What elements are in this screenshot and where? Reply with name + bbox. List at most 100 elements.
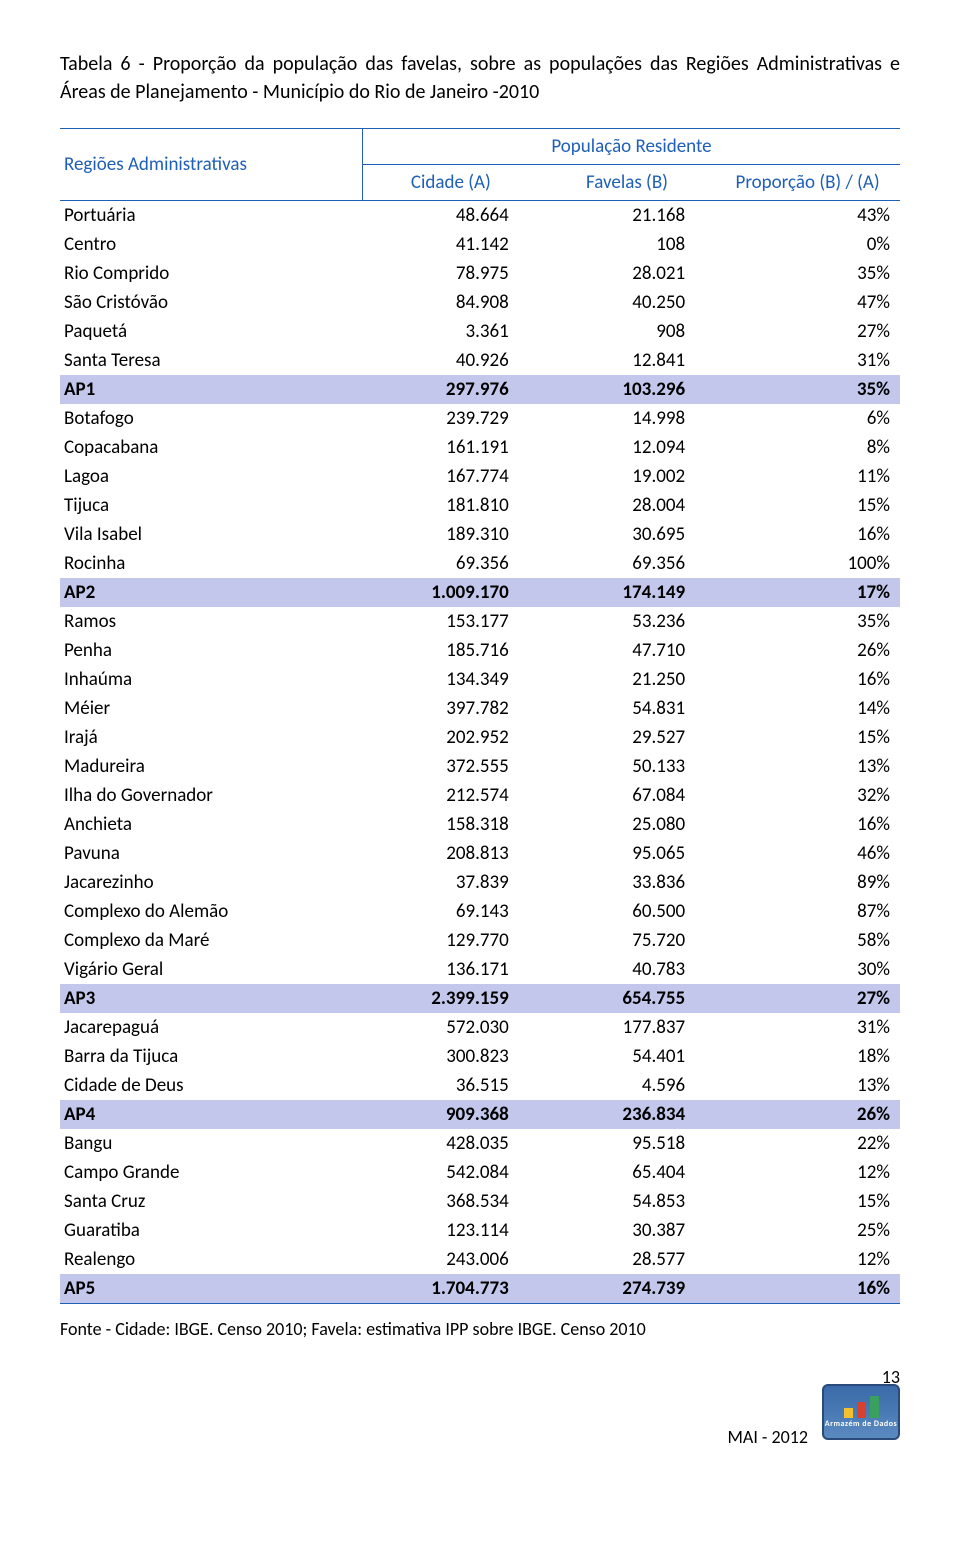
cell-favelas: 108 [539, 230, 715, 259]
cell-proporcao: 16% [715, 1274, 900, 1304]
cell-region: Guaratiba [60, 1216, 362, 1245]
table-row: Lagoa167.77419.00211% [60, 462, 900, 491]
header-col-c: Proporção (B) / (A) [715, 165, 900, 201]
cell-favelas: 274.739 [539, 1274, 715, 1304]
cell-proporcao: 46% [715, 839, 900, 868]
cell-favelas: 40.783 [539, 955, 715, 984]
cell-proporcao: 43% [715, 201, 900, 231]
cell-proporcao: 13% [715, 1071, 900, 1100]
cell-favelas: 908 [539, 317, 715, 346]
cell-proporcao: 11% [715, 462, 900, 491]
table-row: Bangu428.03595.51822% [60, 1129, 900, 1158]
cell-region: AP2 [60, 578, 362, 607]
cell-region: Ramos [60, 607, 362, 636]
cell-proporcao: 25% [715, 1216, 900, 1245]
table-row: Méier397.78254.83114% [60, 694, 900, 723]
cell-region: Tijuca [60, 491, 362, 520]
cell-cidade: 909.368 [362, 1100, 538, 1129]
header-col-b: Favelas (B) [539, 165, 715, 201]
table-row: Santa Cruz368.53454.85315% [60, 1187, 900, 1216]
cell-region: Ilha do Governador [60, 781, 362, 810]
cell-cidade: 48.664 [362, 201, 538, 231]
cell-region: Santa Cruz [60, 1187, 362, 1216]
cell-proporcao: 16% [715, 665, 900, 694]
table-row: Pavuna208.81395.06546% [60, 839, 900, 868]
cell-proporcao: 12% [715, 1158, 900, 1187]
cell-cidade: 69.356 [362, 549, 538, 578]
cell-region: Complexo do Alemão [60, 897, 362, 926]
cell-cidade: 185.716 [362, 636, 538, 665]
cell-cidade: 372.555 [362, 752, 538, 781]
cell-cidade: 181.810 [362, 491, 538, 520]
cell-proporcao: 100% [715, 549, 900, 578]
cell-proporcao: 26% [715, 1100, 900, 1129]
table-body: Portuária48.66421.16843%Centro41.1421080… [60, 201, 900, 1304]
table-row: Irajá202.95229.52715% [60, 723, 900, 752]
cell-proporcao: 15% [715, 491, 900, 520]
cell-region: AP3 [60, 984, 362, 1013]
cell-region: AP4 [60, 1100, 362, 1129]
cell-favelas: 12.841 [539, 346, 715, 375]
table-row: Vigário Geral136.17140.78330% [60, 955, 900, 984]
cell-cidade: 243.006 [362, 1245, 538, 1274]
cell-proporcao: 87% [715, 897, 900, 926]
table-row: Vila Isabel189.31030.69516% [60, 520, 900, 549]
cell-cidade: 1.009.170 [362, 578, 538, 607]
cell-region: Complexo da Maré [60, 926, 362, 955]
cell-proporcao: 31% [715, 346, 900, 375]
table-row: Botafogo239.72914.9986% [60, 404, 900, 433]
cell-favelas: 54.853 [539, 1187, 715, 1216]
cell-favelas: 60.500 [539, 897, 715, 926]
cell-cidade: 1.704.773 [362, 1274, 538, 1304]
cell-proporcao: 32% [715, 781, 900, 810]
table-row: Penha185.71647.71026% [60, 636, 900, 665]
cell-favelas: 25.080 [539, 810, 715, 839]
cell-favelas: 33.836 [539, 868, 715, 897]
table-row: AP4909.368236.83426% [60, 1100, 900, 1129]
cell-cidade: 129.770 [362, 926, 538, 955]
cell-region: Anchieta [60, 810, 362, 839]
cell-favelas: 28.004 [539, 491, 715, 520]
table-row: Tijuca181.81028.00415% [60, 491, 900, 520]
cell-favelas: 654.755 [539, 984, 715, 1013]
table-row: Jacarepaguá572.030177.83731% [60, 1013, 900, 1042]
cell-proporcao: 12% [715, 1245, 900, 1274]
cell-region: Cidade de Deus [60, 1071, 362, 1100]
table-row: Copacabana161.19112.0948% [60, 433, 900, 462]
cell-region: Botafogo [60, 404, 362, 433]
table-row: AP21.009.170174.14917% [60, 578, 900, 607]
cell-favelas: 12.094 [539, 433, 715, 462]
table-row: Rocinha69.35669.356100% [60, 549, 900, 578]
cell-cidade: 41.142 [362, 230, 538, 259]
cell-region: AP5 [60, 1274, 362, 1304]
armazem-logo: Armazém de Dados [822, 1384, 900, 1440]
cell-cidade: 572.030 [362, 1013, 538, 1042]
cell-favelas: 103.296 [539, 375, 715, 404]
cell-cidade: 167.774 [362, 462, 538, 491]
cell-region: AP1 [60, 375, 362, 404]
cell-region: Madureira [60, 752, 362, 781]
cell-favelas: 47.710 [539, 636, 715, 665]
cell-region: Rocinha [60, 549, 362, 578]
table-row: Cidade de Deus36.5154.59613% [60, 1071, 900, 1100]
table-row: Rio Comprido78.97528.02135% [60, 259, 900, 288]
cell-region: Santa Teresa [60, 346, 362, 375]
cell-region: Penha [60, 636, 362, 665]
cell-favelas: 177.837 [539, 1013, 715, 1042]
cell-favelas: 28.577 [539, 1245, 715, 1274]
cell-region: Copacabana [60, 433, 362, 462]
cell-cidade: 2.399.159 [362, 984, 538, 1013]
cell-proporcao: 15% [715, 1187, 900, 1216]
cell-cidade: 84.908 [362, 288, 538, 317]
table-caption: Tabela 6 - Proporção da população das fa… [60, 50, 900, 106]
cell-proporcao: 35% [715, 607, 900, 636]
cell-favelas: 40.250 [539, 288, 715, 317]
cell-favelas: 30.387 [539, 1216, 715, 1245]
cell-cidade: 40.926 [362, 346, 538, 375]
cell-cidade: 161.191 [362, 433, 538, 462]
table-row: Guaratiba123.11430.38725% [60, 1216, 900, 1245]
table-row: AP51.704.773274.73916% [60, 1274, 900, 1304]
table-row: Realengo243.00628.57712% [60, 1245, 900, 1274]
cell-proporcao: 22% [715, 1129, 900, 1158]
cell-favelas: 30.695 [539, 520, 715, 549]
